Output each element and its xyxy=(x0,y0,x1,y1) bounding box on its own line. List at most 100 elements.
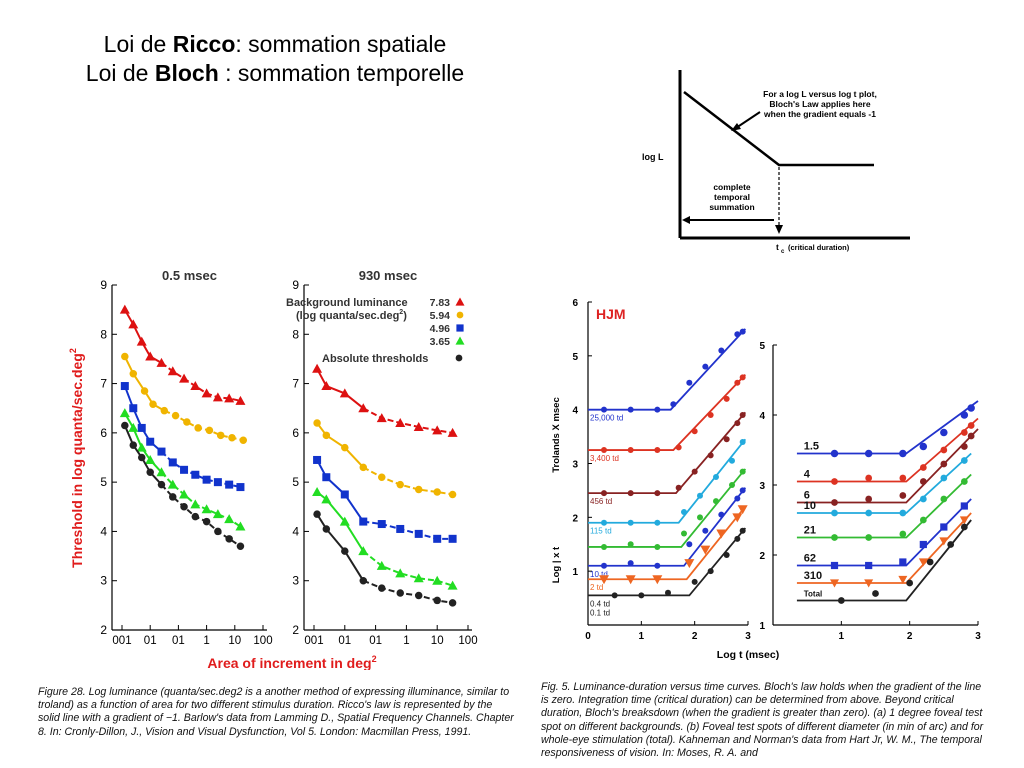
data-point xyxy=(145,454,156,464)
data-point xyxy=(739,412,746,419)
data-point xyxy=(378,584,386,592)
data-point xyxy=(729,457,735,464)
fit-line xyxy=(588,487,747,567)
data-point xyxy=(413,573,424,583)
data-point xyxy=(376,560,387,570)
data-point xyxy=(224,393,235,403)
fit-line xyxy=(796,428,979,504)
data-point xyxy=(377,520,386,529)
x-tick-label: 10 xyxy=(431,635,444,647)
data-point xyxy=(899,509,907,517)
y-tick-label: 5 xyxy=(759,341,765,352)
annotation-bottom-line: summation xyxy=(709,202,754,212)
data-point xyxy=(718,511,725,518)
x-tick-label: 10 xyxy=(228,635,241,647)
data-point xyxy=(739,468,746,475)
series-1: 3,400 td xyxy=(588,374,746,463)
x-tick-label: 1 xyxy=(403,635,409,647)
data-point xyxy=(145,351,156,361)
y-tick-label: 6 xyxy=(572,298,578,309)
series-4 xyxy=(588,468,747,550)
data-point xyxy=(119,408,130,418)
data-point xyxy=(236,483,245,492)
data-point xyxy=(700,545,711,555)
data-point xyxy=(119,304,130,314)
data-point xyxy=(235,521,246,531)
series-label: 115 td xyxy=(590,527,612,536)
data-point xyxy=(691,468,698,475)
data-point xyxy=(627,490,634,497)
data-point xyxy=(601,490,607,497)
data-point xyxy=(734,379,741,386)
legend-header-sup: 2 xyxy=(399,309,403,316)
title-line-bloch: Loi de Bloch : sommation temporelle xyxy=(85,60,465,86)
series-4 xyxy=(121,421,245,550)
data-point xyxy=(359,576,368,585)
y-tick-label: 6 xyxy=(292,426,299,440)
series-label: 21 xyxy=(804,525,816,537)
data-point xyxy=(321,494,332,504)
series-1 xyxy=(313,419,457,499)
x-tick-label: 1 xyxy=(639,631,645,642)
y-tick-label: 3 xyxy=(100,574,107,588)
data-point xyxy=(214,527,222,536)
x-tick-label: 001 xyxy=(304,635,323,647)
data-point xyxy=(654,562,661,569)
data-point xyxy=(601,519,607,526)
series-3 xyxy=(312,487,458,590)
data-point xyxy=(341,443,349,452)
data-point xyxy=(899,449,907,458)
y-tick-label: 2 xyxy=(292,623,299,637)
data-point xyxy=(169,493,177,501)
data-point xyxy=(713,473,719,480)
data-point xyxy=(691,428,698,435)
ylabel-trolands: Trolands X msec xyxy=(551,397,562,473)
data-point xyxy=(129,404,138,413)
data-point xyxy=(697,492,703,499)
data-point xyxy=(739,487,746,494)
legend-marker xyxy=(455,297,465,306)
data-point xyxy=(675,444,682,451)
series-label: 1.5 xyxy=(804,441,819,453)
data-point xyxy=(681,530,687,537)
data-point xyxy=(414,529,423,538)
y-tick-label: 8 xyxy=(100,327,107,341)
data-point xyxy=(358,403,369,413)
y-tick-label: 1 xyxy=(759,621,765,632)
x-tick-label: 0 xyxy=(585,631,591,642)
data-point xyxy=(723,436,730,443)
data-point xyxy=(611,592,618,599)
data-point xyxy=(225,535,233,543)
fit-line xyxy=(588,506,747,581)
data-point xyxy=(940,495,948,503)
x-tick-label: 1 xyxy=(203,635,209,647)
data-point xyxy=(627,447,634,454)
data-point xyxy=(940,474,948,482)
data-point xyxy=(312,363,323,373)
data-point xyxy=(396,589,404,597)
data-point xyxy=(194,424,202,432)
data-point xyxy=(376,413,387,423)
series-1: 4 xyxy=(796,417,979,485)
annotation-bottom-line: temporal xyxy=(714,192,750,202)
fit-line xyxy=(588,374,746,451)
xlabel-tc: t xyxy=(776,242,779,252)
series-7: 0.4 td xyxy=(588,527,747,608)
data-point xyxy=(716,529,727,539)
y-tick-label: 7 xyxy=(292,377,299,391)
data-point xyxy=(359,463,368,472)
data-point xyxy=(216,431,225,440)
data-point xyxy=(627,406,634,413)
data-point xyxy=(341,547,349,555)
data-point xyxy=(732,513,743,523)
y-tick-label: 5 xyxy=(572,352,578,363)
data-point xyxy=(433,488,441,496)
title-line-ricco: Loi de Ricco: sommation spatiale xyxy=(103,31,447,57)
data-point xyxy=(340,490,349,499)
y-tick-label: 4 xyxy=(759,411,765,422)
series-solid-line xyxy=(123,309,162,364)
data-point xyxy=(395,568,406,578)
data-point xyxy=(654,490,661,497)
x-tick-label: 001 xyxy=(112,635,131,647)
data-point xyxy=(321,381,332,391)
